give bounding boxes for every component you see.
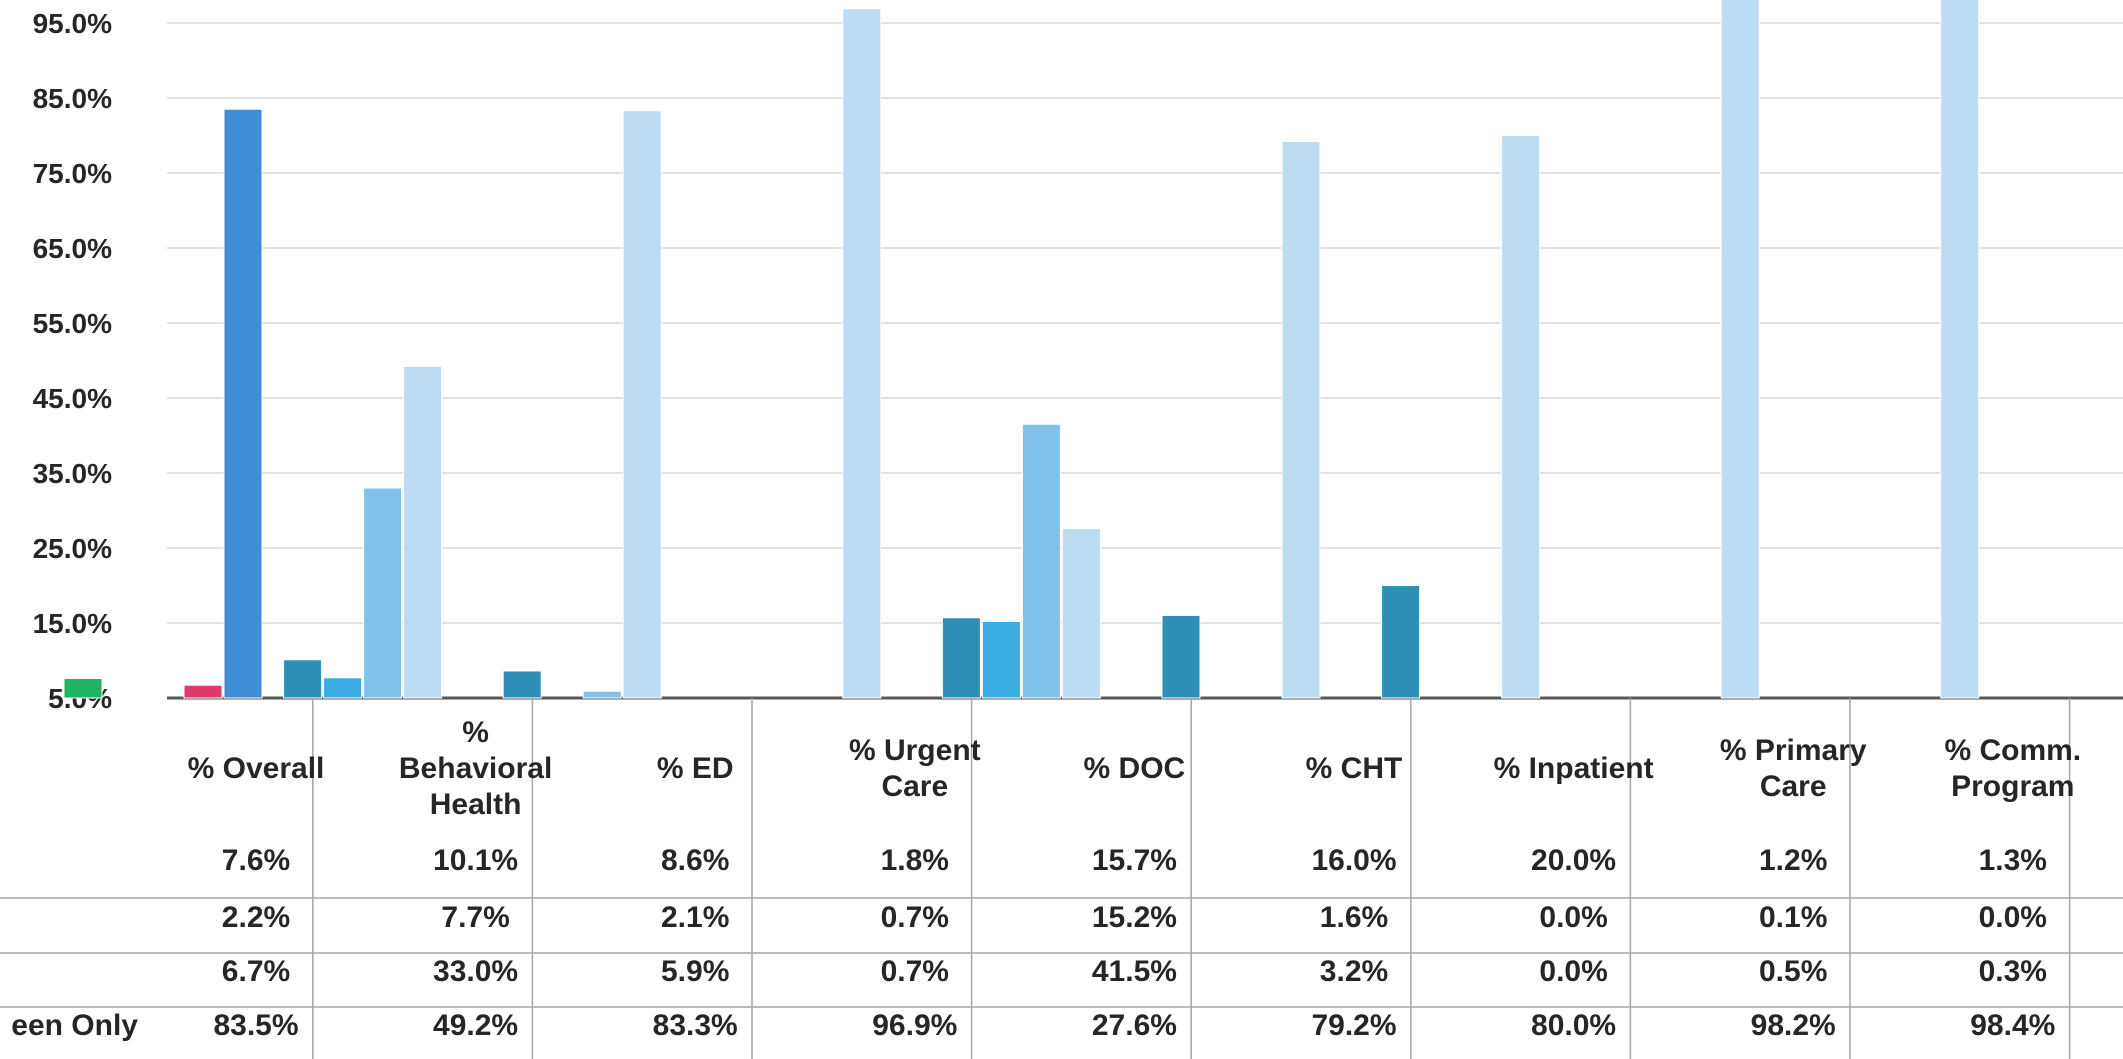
bar-5-3 (1281, 141, 1321, 699)
table-cell-value: 0.5% (1759, 955, 1827, 988)
table-cell-value: 15.7% (1092, 844, 1177, 877)
table-cell-value: 0.7% (881, 901, 949, 934)
table-cell-value: 16.0% (1311, 844, 1396, 877)
table-cell-value: 79.2% (1311, 1009, 1396, 1042)
table-cell-value: 0.3% (1979, 955, 2047, 988)
table-cell-value: 10.1% (433, 844, 518, 877)
bar-2-0 (502, 670, 542, 699)
table-cell-value: 0.0% (1539, 955, 1607, 988)
table-cell-value: 41.5% (1092, 955, 1177, 988)
table-cell-value: 1.2% (1759, 844, 1827, 877)
y-tick-label: 35.0% (33, 458, 112, 489)
table-cell-value: 2.1% (661, 901, 729, 934)
bar-6-3 (1501, 135, 1541, 699)
y-tick-label: 25.0% (33, 533, 112, 564)
bar-7-3 (1720, 0, 1760, 699)
table-cell-value: 0.0% (1539, 901, 1607, 934)
category-label: % Inpatient (1494, 752, 1654, 785)
table-cell-value: 15.2% (1092, 901, 1177, 934)
y-tick-label: 55.0% (33, 308, 112, 339)
table-cell-value: 7.6% (222, 844, 290, 877)
table-cell-value: 20.0% (1531, 844, 1616, 877)
bar-4-2 (1021, 423, 1061, 699)
bars (63, 0, 1980, 699)
table-cell-value: 83.5% (213, 1009, 298, 1042)
bar-4-0 (941, 617, 981, 699)
table-cell-value: 49.2% (433, 1009, 518, 1042)
bar-1-2 (363, 487, 403, 699)
category-label: Care (1760, 770, 1827, 803)
bar-0-2 (183, 684, 223, 699)
category-label: % Primary (1720, 734, 1867, 767)
table-cell-value: 0.1% (1759, 901, 1827, 934)
category-label: Behavioral (399, 752, 552, 785)
bar-0-0 (63, 678, 103, 699)
table-cell-value: 5.9% (661, 955, 729, 988)
bar-1-0 (283, 659, 323, 699)
table-cell-value: 80.0% (1531, 1009, 1616, 1042)
y-tick-label: 85.0% (33, 83, 112, 114)
y-tick-label: 15.0% (33, 608, 112, 639)
table-cell-value: 27.6% (1092, 1009, 1177, 1042)
bar-4-1 (981, 621, 1021, 699)
table-cell-value: 1.8% (881, 844, 949, 877)
bar-6-0 (1381, 585, 1421, 699)
table-cell-value: 8.6% (661, 844, 729, 877)
table-cell-value: 7.7% (441, 901, 509, 934)
table-cell-value: 96.9% (872, 1009, 957, 1042)
category-label: % Overall (188, 752, 325, 785)
bar-8-3 (1940, 0, 1980, 699)
table-cell-value: 6.7% (222, 955, 290, 988)
category-label: Health (430, 788, 522, 821)
table-cell-value: 98.4% (1970, 1009, 2055, 1042)
y-tick-label: 75.0% (33, 158, 112, 189)
table-cell-value: 0.0% (1979, 901, 2047, 934)
table-cell-value: 2.2% (222, 901, 290, 934)
category-label: % DOC (1084, 752, 1186, 785)
y-tick-label: 45.0% (33, 383, 112, 414)
category-label: % Comm. (1944, 734, 2081, 767)
bar-1-3 (403, 366, 443, 699)
bar-3-3 (842, 8, 882, 699)
bar-5-0 (1161, 615, 1201, 699)
category-label: Program (1951, 770, 2074, 803)
table-cell-value: 1.6% (1320, 901, 1388, 934)
bar-0-3 (223, 108, 263, 699)
y-tick-label: 95.0% (33, 8, 112, 39)
category-label: Care (881, 770, 948, 803)
y-tick-label: 65.0% (33, 233, 112, 264)
gridlines (167, 22, 2123, 700)
category-label: % Urgent (849, 734, 981, 767)
y-axis-tick-labels: 5.0%15.0%25.0%35.0%45.0%55.0%65.0%75.0%8… (33, 8, 113, 714)
category-label: % CHT (1306, 752, 1403, 785)
table-cell-value: 1.3% (1979, 844, 2047, 877)
bar-2-2 (582, 690, 622, 699)
bar-4-3 (1061, 528, 1101, 699)
table-cell-value: 83.3% (653, 1009, 738, 1042)
table-cell-value: 98.2% (1751, 1009, 1836, 1042)
bar-2-3 (622, 110, 662, 699)
table-cell-value: 3.2% (1320, 955, 1388, 988)
bar-1-1 (323, 677, 363, 699)
table-cell-value: 0.7% (881, 955, 949, 988)
category-label: % (462, 716, 489, 749)
table-cell-value: 33.0% (433, 955, 518, 988)
series-row-label: een Only (11, 1009, 138, 1042)
category-label: % ED (657, 752, 734, 785)
